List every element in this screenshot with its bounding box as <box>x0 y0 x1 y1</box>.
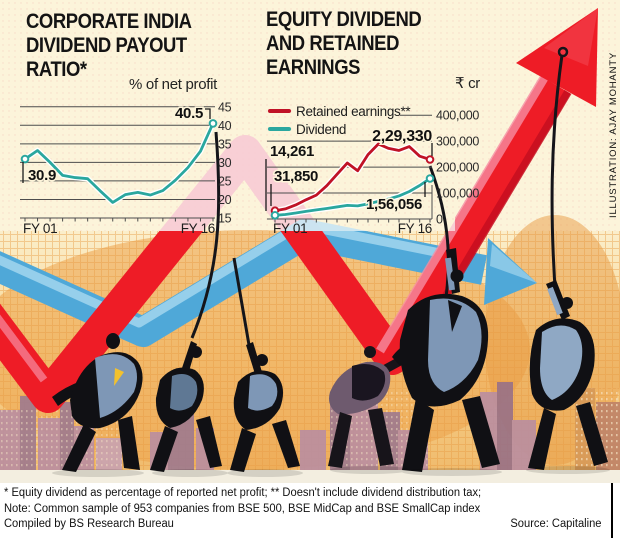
footnotes: * Equity dividend as percentage of repor… <box>0 483 620 538</box>
ground-strip <box>0 470 620 483</box>
footnote-line1: * Equity dividend as percentage of repor… <box>4 487 482 499</box>
svg-text:40.5: 40.5 <box>175 105 203 122</box>
businessmen-silhouettes <box>52 248 610 477</box>
right-title-line2: AND RETAINED <box>266 32 399 55</box>
legend-row-dividend: Dividend <box>268 120 410 138</box>
rope-blue-arrow <box>232 257 251 346</box>
svg-text:FY 01: FY 01 <box>23 221 57 236</box>
svg-text:300,000: 300,000 <box>436 135 479 149</box>
svg-text:35: 35 <box>218 137 232 151</box>
dividend-legend-dash <box>268 127 291 131</box>
right-title-line1: EQUITY DIVIDEND <box>266 8 422 31</box>
footnote-compiled-by: Compiled by BS Research Bureau <box>4 518 174 530</box>
left-title-line1: CORPORATE INDIA <box>26 10 192 33</box>
left-chart-title: CORPORATE INDIA DIVIDEND PAYOUT RATIO* <box>26 10 192 82</box>
svg-text:1,56,056: 1,56,056 <box>366 196 422 213</box>
figure-maroon <box>328 346 404 468</box>
svg-text:0: 0 <box>436 213 443 227</box>
svg-text:40: 40 <box>218 119 232 133</box>
svg-text:25: 25 <box>218 174 232 188</box>
figure-yellow-tie <box>52 333 143 472</box>
ropes <box>190 46 569 346</box>
chart-legend: Retained earnings** Dividend <box>268 102 411 138</box>
svg-text:FY 16: FY 16 <box>181 221 215 236</box>
svg-text:45: 45 <box>218 100 232 114</box>
falling-blue-arrow-illustration <box>0 219 537 347</box>
svg-text:200,000: 200,000 <box>436 161 479 175</box>
right-title-line3: EARNINGS <box>266 56 361 79</box>
svg-text:15: 15 <box>218 212 232 226</box>
svg-text:100,000: 100,000 <box>436 187 479 201</box>
svg-text:400,000: 400,000 <box>436 109 479 123</box>
figure-shadows <box>52 466 610 477</box>
retained-earnings-legend-label: Retained earnings** <box>296 103 411 119</box>
rope-big-arrow <box>550 54 564 303</box>
svg-text:20: 20 <box>218 193 232 207</box>
figure-right-puller <box>528 280 608 470</box>
svg-text:FY 16: FY 16 <box>398 221 432 236</box>
svg-text:31,850: 31,850 <box>274 168 318 185</box>
illustration-credit: ILLUSTRATION: AJAY MOHANTY <box>608 52 619 218</box>
rope-left-chart <box>190 131 221 339</box>
figure-big-center <box>392 248 500 472</box>
right-edge-rule <box>611 483 613 538</box>
dividend-retained-chart: 400,000 300,000 200,000 100,000 0 FY 01 FY 16 2… <box>265 109 480 236</box>
retained-earnings-legend-dash <box>268 109 291 113</box>
footnote-line2: Note: Common sample of 953 companies fro… <box>4 502 481 515</box>
figure-puller-center <box>230 342 300 472</box>
left-title-line2: DIVIDEND PAYOUT <box>26 34 187 57</box>
right-chart-unit-label: ₹ cr <box>455 75 481 92</box>
svg-text:30.9: 30.9 <box>28 167 56 184</box>
rope-hook <box>557 46 569 58</box>
payout-ratio-chart: 45 40 35 30 25 20 15 FY 01 FY 16 40.5 30.9 <box>20 100 232 236</box>
svg-text:FY 01: FY 01 <box>273 221 307 236</box>
svg-text:14,261: 14,261 <box>270 143 314 160</box>
left-chart-unit-label: % of net profit <box>129 76 218 93</box>
source-label: Source: Capitaline <box>510 518 602 530</box>
figure-puller-left <box>150 341 222 472</box>
legend-row-retained: Retained earnings** <box>268 102 411 120</box>
svg-text:2,29,330: 2,29,330 <box>372 128 432 145</box>
svg-text:30: 30 <box>218 156 232 170</box>
left-title-line3: RATIO* <box>26 58 87 81</box>
right-chart-title: EQUITY DIVIDEND AND RETAINED EARNINGS <box>266 8 422 80</box>
dividend-legend-label: Dividend <box>296 121 347 137</box>
